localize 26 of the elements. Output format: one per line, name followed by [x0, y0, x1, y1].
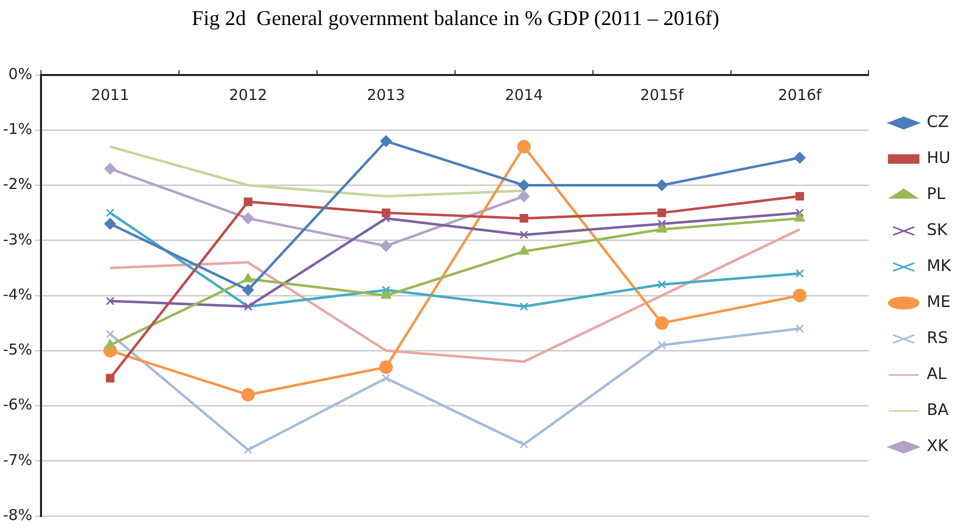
x-tick-label: 2015f	[640, 86, 684, 104]
x-tick-label: 2012	[228, 86, 268, 104]
y-tick-label: -7%	[2, 450, 32, 469]
y-tick-label: -1%	[2, 120, 32, 138]
y-tick-label: 0%	[8, 64, 32, 83]
legend-label: CZ	[926, 112, 949, 132]
y-tick-label: -4%	[2, 285, 32, 304]
x-tick-label: 2014	[504, 86, 544, 104]
y-tick-label: -3%	[2, 230, 32, 248]
legend-label: MK	[926, 256, 952, 276]
x-tick-label: 2013	[366, 86, 406, 104]
legend-label: BA	[926, 400, 949, 420]
y-tick-label: -8%	[2, 506, 32, 524]
legend-label: AL	[926, 364, 947, 384]
legend-label: ME	[926, 292, 951, 312]
y-tick-label: -5%	[2, 340, 32, 359]
y-tick-label: -2%	[2, 175, 32, 194]
legend-label: PL	[926, 184, 946, 204]
x-tick-label: 2011	[91, 86, 130, 104]
y-tick-label: -6%	[2, 396, 32, 414]
legend-label: XK	[926, 436, 949, 456]
legend-label: SK	[926, 220, 948, 240]
legend-label: RS	[926, 328, 948, 348]
x-tick-label: 2016f	[778, 86, 822, 104]
legend-label: HU	[926, 148, 950, 168]
chart-title: Fig 2d General government balance in % GDP (2011 – 2016f)	[190, 5, 720, 32]
